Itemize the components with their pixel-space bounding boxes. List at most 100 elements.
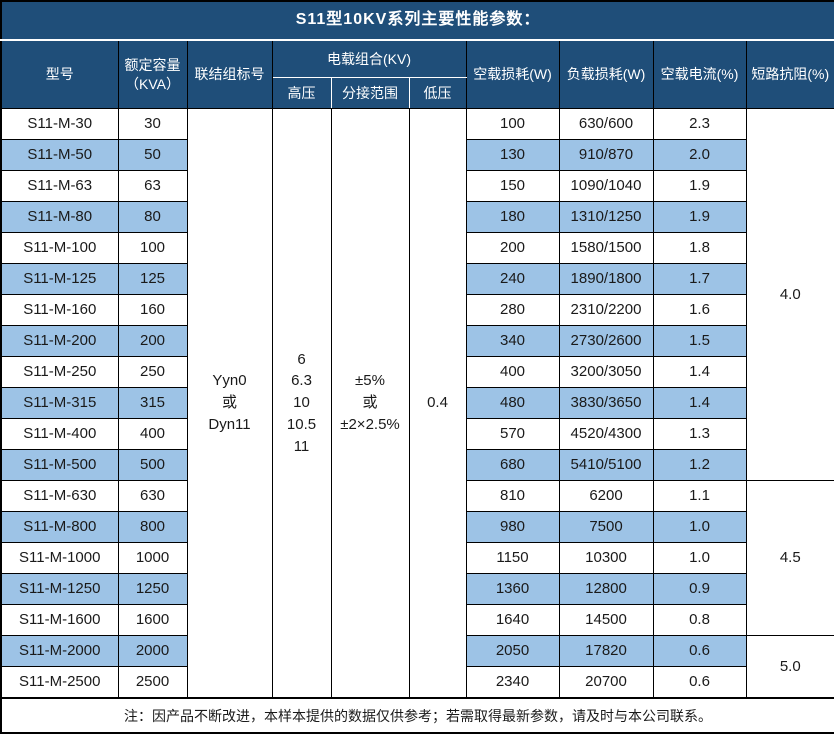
- table-row: S11-M-315 315 480 3830/3650 1.4: [0, 387, 834, 419]
- model-cell: S11-M-1000: [0, 542, 119, 574]
- no-load-current-cell: 1.2: [652, 449, 747, 481]
- load-loss-cell: 17820: [558, 635, 654, 667]
- model-cell: S11-M-250: [0, 356, 119, 388]
- no-load-current-cell: 1.6: [652, 294, 747, 326]
- load-loss-cell: 2310/2200: [558, 294, 654, 326]
- model-cell: S11-M-50: [0, 139, 119, 171]
- table-title: S11型10KV系列主要性能参数：: [0, 0, 834, 41]
- table-row: S11-M-125 125 240 1890/1800 1.7: [0, 263, 834, 295]
- table-body: S11-M-30 30 Yyn0 或 Dyn11 6 6.3 10 10.5 11 ±5% 或 ±2×2…: [0, 108, 834, 699]
- no-load-current-cell: 1.0: [652, 511, 747, 543]
- no-load-current-cell: 0.6: [652, 635, 747, 667]
- no-load-loss-cell: 180: [465, 201, 560, 233]
- col-header-lv: 低压: [408, 77, 467, 109]
- capacity-cell: 250: [117, 356, 188, 388]
- capacity-cell: 315: [117, 387, 188, 419]
- merged-cell-line: 10: [293, 394, 310, 412]
- merged-cell-line: 或: [362, 394, 378, 412]
- capacity-cell: 630: [117, 480, 188, 512]
- capacity-cell: 1600: [117, 604, 188, 636]
- load-loss-cell: 12800: [558, 573, 654, 605]
- col-header-capacity: 额定容量 （KVA）: [117, 39, 188, 109]
- model-cell: S11-M-2000: [0, 635, 119, 667]
- no-load-current-cell: 1.3: [652, 418, 747, 450]
- header-row-1: 型号 额定容量 （KVA） 联结组标号 电载组合(KV) 空载损耗(W) 负载损耗…: [0, 39, 834, 109]
- col-header-hv: 高压: [271, 77, 332, 109]
- no-load-loss-cell: 150: [465, 170, 560, 202]
- tap-range-cell: ±5% 或 ±2×2.5%: [330, 108, 410, 699]
- no-load-loss-cell: 680: [465, 449, 560, 481]
- load-loss-cell: 14500: [558, 604, 654, 636]
- table-row: S11-M-630 630 810 6200 1.1 4.5: [0, 480, 834, 636]
- table-row: S11-M-63 63 150 1090/1040 1.9: [0, 170, 834, 202]
- load-loss-cell: 3830/3650: [558, 387, 654, 419]
- model-cell: S11-M-30: [0, 108, 119, 140]
- no-load-loss-cell: 570: [465, 418, 560, 450]
- header-row-2: 高压 分接范围 低压: [1, 77, 834, 109]
- model-cell: S11-M-80: [0, 201, 119, 233]
- col-header-voltage-combo: 电载组合(KV): [271, 39, 467, 78]
- no-load-loss-cell: 810: [465, 480, 560, 512]
- no-load-current-cell: 0.6: [652, 666, 747, 699]
- load-loss-cell: 5410/5100: [558, 449, 654, 481]
- merged-cell-line: ±2×2.5%: [340, 415, 400, 433]
- col-header-tap-range: 分接范围: [330, 77, 410, 109]
- no-load-loss-cell: 100: [465, 108, 560, 140]
- capacity-cell: 125: [117, 263, 188, 295]
- no-load-loss-cell: 1150: [465, 542, 560, 574]
- capacity-cell: 500: [117, 449, 188, 481]
- no-load-current-cell: 0.9: [652, 573, 747, 605]
- no-load-current-cell: 1.7: [652, 263, 747, 295]
- model-cell: S11-M-100: [0, 232, 119, 264]
- merged-cell-line: Dyn11: [208, 415, 251, 433]
- model-cell: S11-M-1600: [0, 604, 119, 636]
- merged-cell-line: ±5%: [355, 372, 385, 390]
- no-load-current-cell: 2.0: [652, 139, 747, 171]
- capacity-cell: 800: [117, 511, 188, 543]
- merged-cell-line: 6.3: [291, 372, 312, 390]
- capacity-header-line2: （KVA）: [125, 75, 180, 92]
- capacity-cell: 200: [117, 325, 188, 357]
- merged-cell-line: 10.5: [286, 415, 317, 433]
- no-load-current-cell: 1.1: [652, 480, 747, 512]
- no-load-loss-cell: 240: [465, 263, 560, 295]
- no-load-loss-cell: 2050: [465, 635, 560, 667]
- table-row: S11-M-2500 2500 2340 20700 0.6: [0, 666, 834, 699]
- no-load-current-cell: 1.0: [652, 542, 747, 574]
- capacity-cell: 1250: [117, 573, 188, 605]
- col-header-no-load-loss: 空载损耗(W): [465, 39, 560, 109]
- table-row: S11-M-200 200 340 2730/2600 1.5: [0, 325, 834, 357]
- capacity-header-line1: 额定容量: [124, 57, 181, 74]
- vector-group-cell: Yyn0 或 Dyn11: [186, 108, 273, 699]
- load-loss-cell: 4520/4300: [558, 418, 654, 450]
- load-loss-cell: 1890/1800: [558, 263, 654, 295]
- load-loss-cell: 7500: [558, 511, 654, 543]
- note-row: 注：因产品不断改进，本样本提供的数据仅供参考；若需取得最新参数，请及时与本公司联…: [0, 697, 834, 734]
- load-loss-cell: 20700: [558, 666, 654, 699]
- col-header-model: 型号: [0, 39, 119, 109]
- no-load-loss-cell: 130: [465, 139, 560, 171]
- col-header-no-load-current: 空载电流(%): [652, 39, 747, 109]
- load-loss-cell: 1090/1040: [558, 170, 654, 202]
- table-row: S11-M-500 500 680 5410/5100 1.2: [0, 449, 834, 481]
- table-row: S11-M-1600 1600 1640 14500 0.8: [0, 604, 834, 636]
- capacity-cell: 1000: [117, 542, 188, 574]
- table-footer: 注：因产品不断改进，本样本提供的数据仅供参考；若需取得最新参数，请及时与本公司联…: [0, 697, 834, 734]
- no-load-current-cell: 1.8: [652, 232, 747, 264]
- no-load-current-cell: 1.4: [652, 387, 747, 419]
- capacity-cell: 160: [117, 294, 188, 326]
- impedance-cell: 4.0: [745, 108, 834, 481]
- merged-cell-line: 6: [297, 350, 306, 368]
- load-loss-cell: 3200/3050: [558, 356, 654, 388]
- merged-cell-line: 或: [221, 394, 237, 412]
- no-load-current-cell: 1.4: [652, 356, 747, 388]
- impedance-cell: 4.5: [745, 480, 834, 636]
- no-load-loss-cell: 480: [465, 387, 560, 419]
- no-load-loss-cell: 1640: [465, 604, 560, 636]
- title-row: S11型10KV系列主要性能参数：: [0, 0, 834, 41]
- col-header-impedance: 短路抗阻(%): [745, 39, 834, 109]
- model-cell: S11-M-630: [0, 480, 119, 512]
- table-row: S11-M-100 100 200 1580/1500 1.8: [0, 232, 834, 264]
- hv-voltage-cell: 6 6.3 10 10.5 11: [271, 108, 332, 699]
